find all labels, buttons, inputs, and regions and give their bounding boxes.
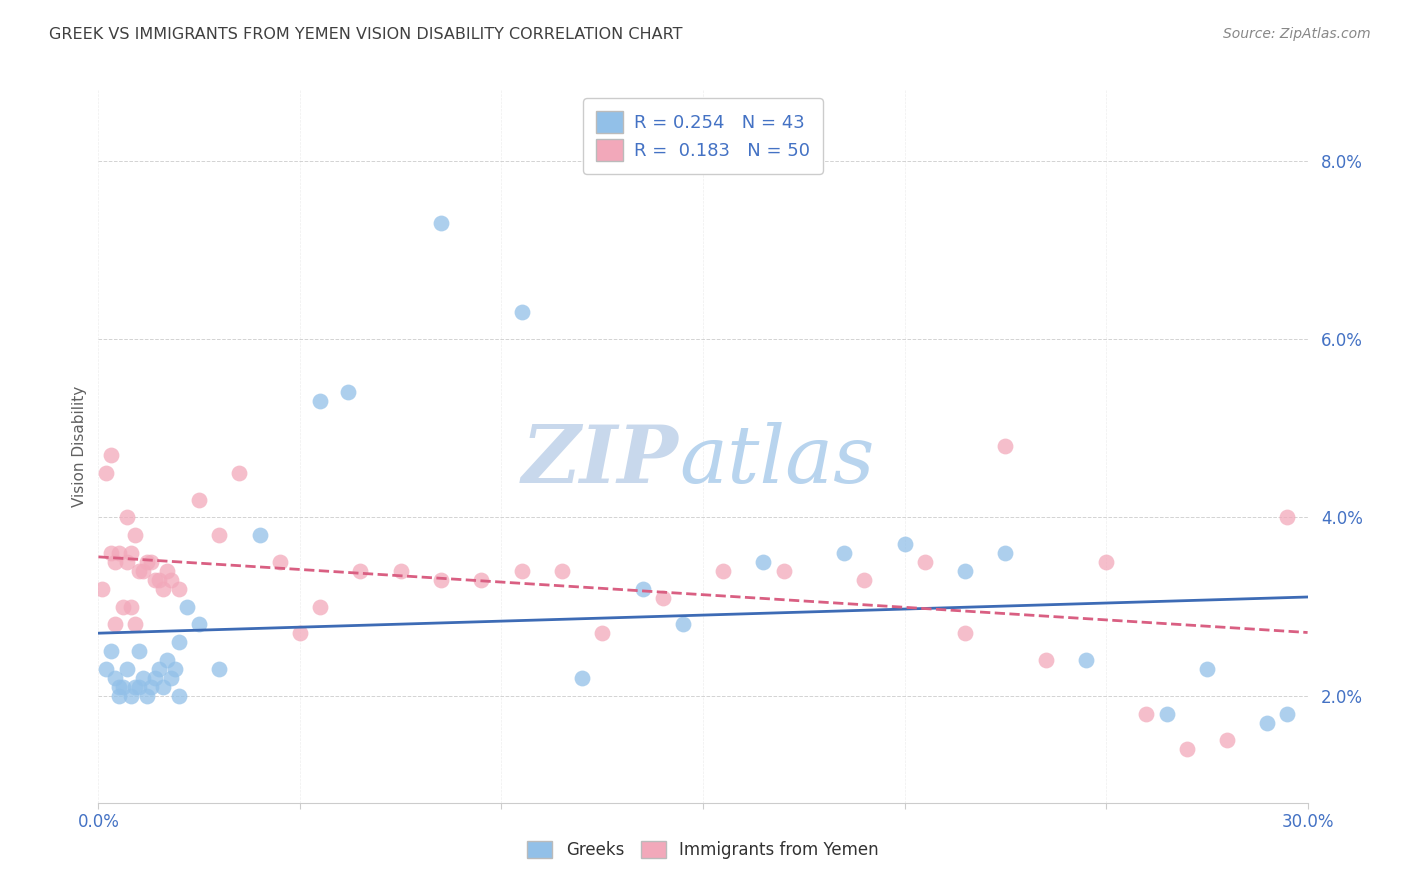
Point xyxy=(853,573,876,587)
Point xyxy=(651,591,673,605)
Point xyxy=(107,546,129,560)
Point xyxy=(139,555,162,569)
Point xyxy=(132,671,155,685)
Point xyxy=(1095,555,1118,569)
Point xyxy=(1135,706,1157,721)
Point xyxy=(111,599,134,614)
Point xyxy=(156,564,179,578)
Point xyxy=(188,492,211,507)
Point xyxy=(103,555,125,569)
Point xyxy=(152,582,174,596)
Point xyxy=(132,564,155,578)
Point xyxy=(470,573,492,587)
Point xyxy=(228,466,250,480)
Point xyxy=(249,528,271,542)
Point xyxy=(124,528,146,542)
Point xyxy=(1074,653,1097,667)
Point xyxy=(288,626,311,640)
Point xyxy=(994,546,1017,560)
Point xyxy=(124,617,146,632)
Point xyxy=(510,564,533,578)
Point xyxy=(103,671,125,685)
Point xyxy=(631,582,654,596)
Point xyxy=(349,564,371,578)
Legend: Greeks, Immigrants from Yemen: Greeks, Immigrants from Yemen xyxy=(520,834,886,866)
Point xyxy=(167,582,190,596)
Point xyxy=(160,671,183,685)
Point xyxy=(1035,653,1057,667)
Point xyxy=(571,671,593,685)
Point xyxy=(100,546,122,560)
Point xyxy=(91,582,114,596)
Point xyxy=(208,662,231,676)
Point xyxy=(128,680,150,694)
Point xyxy=(135,555,157,569)
Point xyxy=(389,564,412,578)
Point xyxy=(107,680,129,694)
Point xyxy=(115,555,138,569)
Text: atlas: atlas xyxy=(679,422,875,499)
Point xyxy=(953,626,976,640)
Point xyxy=(269,555,291,569)
Point xyxy=(111,680,134,694)
Point xyxy=(107,689,129,703)
Text: Source: ZipAtlas.com: Source: ZipAtlas.com xyxy=(1223,27,1371,41)
Point xyxy=(994,439,1017,453)
Point xyxy=(143,573,166,587)
Point xyxy=(143,671,166,685)
Point xyxy=(309,599,332,614)
Point xyxy=(128,644,150,658)
Point xyxy=(115,662,138,676)
Point xyxy=(176,599,198,614)
Point xyxy=(135,689,157,703)
Point xyxy=(148,662,170,676)
Point xyxy=(139,680,162,694)
Point xyxy=(772,564,794,578)
Point xyxy=(100,448,122,462)
Point xyxy=(752,555,775,569)
Point xyxy=(1277,510,1299,524)
Point xyxy=(337,385,360,400)
Point xyxy=(430,216,453,230)
Text: ZIP: ZIP xyxy=(522,422,679,499)
Point xyxy=(1277,706,1299,721)
Point xyxy=(156,653,179,667)
Point xyxy=(167,635,190,649)
Point xyxy=(914,555,936,569)
Point xyxy=(120,546,142,560)
Point xyxy=(1175,742,1198,756)
Point xyxy=(953,564,976,578)
Point xyxy=(96,662,118,676)
Point xyxy=(430,573,453,587)
Point xyxy=(128,564,150,578)
Point xyxy=(163,662,186,676)
Point xyxy=(1195,662,1218,676)
Point xyxy=(120,599,142,614)
Point xyxy=(152,680,174,694)
Point xyxy=(1256,715,1278,730)
Point xyxy=(1156,706,1178,721)
Point xyxy=(120,689,142,703)
Point xyxy=(832,546,855,560)
Point xyxy=(148,573,170,587)
Point xyxy=(124,680,146,694)
Point xyxy=(510,305,533,319)
Point xyxy=(188,617,211,632)
Point xyxy=(160,573,183,587)
Point xyxy=(115,510,138,524)
Point xyxy=(100,644,122,658)
Point xyxy=(711,564,734,578)
Point xyxy=(551,564,574,578)
Point xyxy=(167,689,190,703)
Text: GREEK VS IMMIGRANTS FROM YEMEN VISION DISABILITY CORRELATION CHART: GREEK VS IMMIGRANTS FROM YEMEN VISION DI… xyxy=(49,27,683,42)
Point xyxy=(1216,733,1239,747)
Point xyxy=(893,537,915,551)
Point xyxy=(208,528,231,542)
Point xyxy=(672,617,695,632)
Point xyxy=(591,626,613,640)
Point xyxy=(96,466,118,480)
Point xyxy=(309,394,332,409)
Point xyxy=(103,617,125,632)
Y-axis label: Vision Disability: Vision Disability xyxy=(72,385,87,507)
